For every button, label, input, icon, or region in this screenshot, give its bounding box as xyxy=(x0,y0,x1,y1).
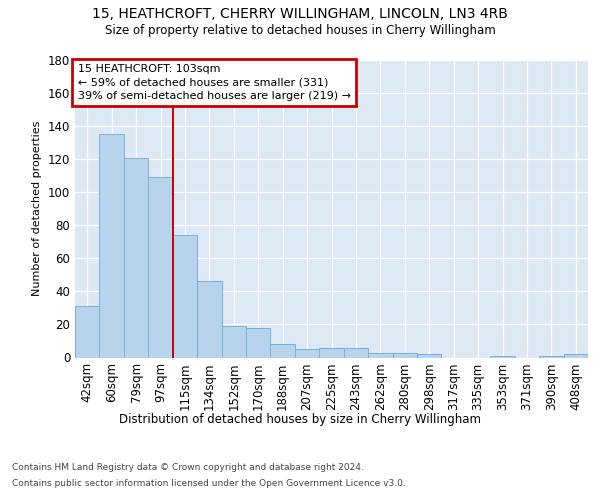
Text: Contains public sector information licensed under the Open Government Licence v3: Contains public sector information licen… xyxy=(12,479,406,488)
Bar xyxy=(490,356,515,358)
Text: 15, HEATHCROFT, CHERRY WILLINGHAM, LINCOLN, LN3 4RB: 15, HEATHCROFT, CHERRY WILLINGHAM, LINCO… xyxy=(92,8,508,22)
Bar xyxy=(148,178,173,358)
Bar xyxy=(392,352,417,358)
Bar xyxy=(417,354,442,358)
Text: 15 HEATHCROFT: 103sqm
← 59% of detached houses are smaller (331)
39% of semi-det: 15 HEATHCROFT: 103sqm ← 59% of detached … xyxy=(77,64,350,101)
Bar xyxy=(368,352,392,358)
Bar xyxy=(221,326,246,358)
Bar xyxy=(100,134,124,358)
Bar xyxy=(539,356,563,358)
Text: Size of property relative to detached houses in Cherry Willingham: Size of property relative to detached ho… xyxy=(104,24,496,37)
Bar xyxy=(124,158,148,358)
Bar xyxy=(246,328,271,358)
Y-axis label: Number of detached properties: Number of detached properties xyxy=(32,121,42,296)
Bar xyxy=(197,282,221,358)
Bar xyxy=(563,354,588,358)
Bar xyxy=(271,344,295,358)
Bar xyxy=(344,348,368,358)
Text: Contains HM Land Registry data © Crown copyright and database right 2024.: Contains HM Land Registry data © Crown c… xyxy=(12,462,364,471)
Bar xyxy=(319,348,344,358)
Text: Distribution of detached houses by size in Cherry Willingham: Distribution of detached houses by size … xyxy=(119,412,481,426)
Bar xyxy=(75,306,100,358)
Bar xyxy=(295,349,319,358)
Bar xyxy=(173,235,197,358)
